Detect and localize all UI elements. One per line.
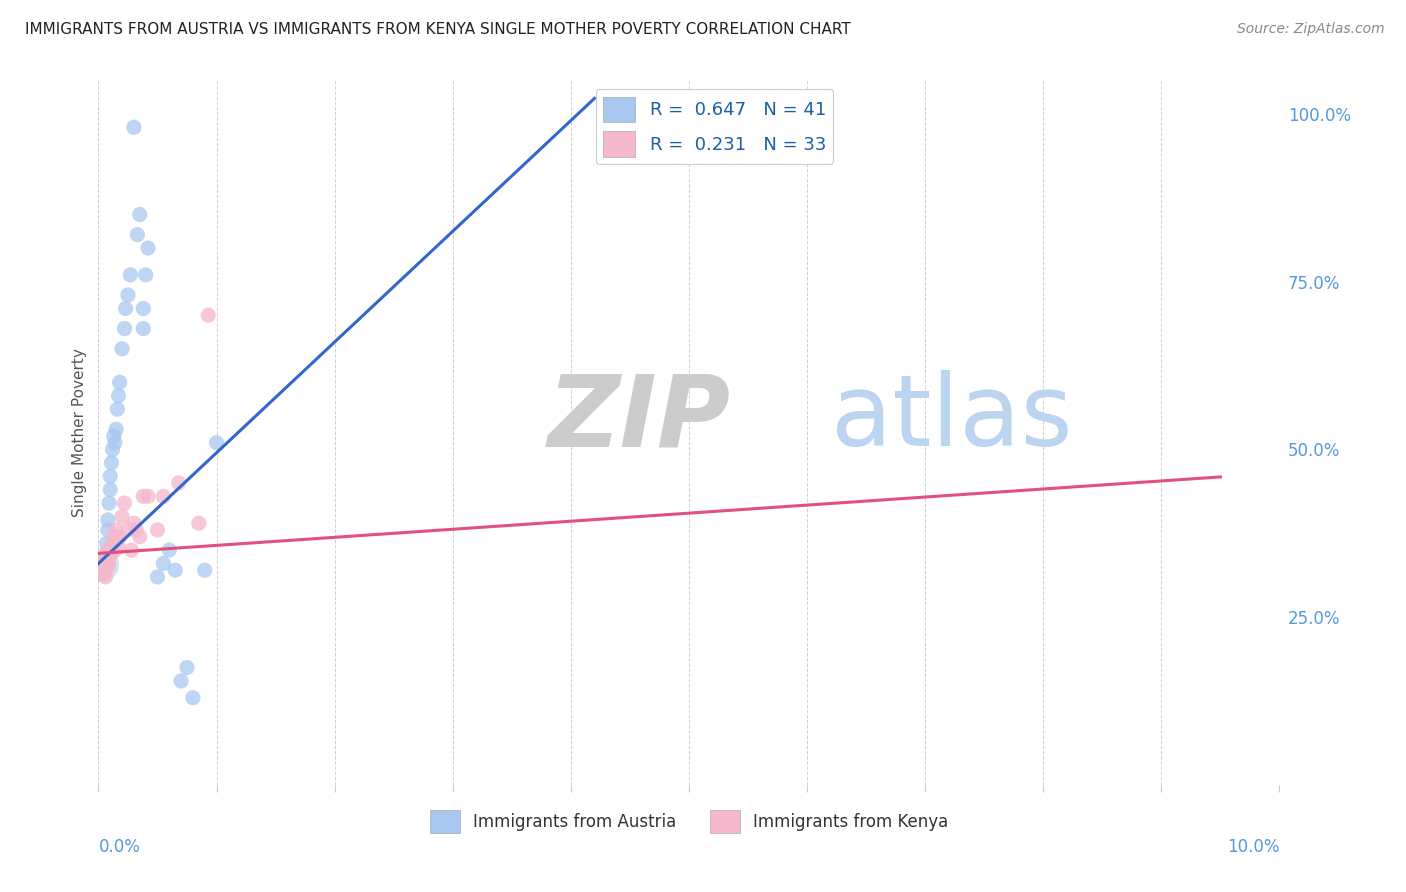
Point <box>105 402 128 417</box>
Point <box>96 553 118 567</box>
Point <box>121 543 143 558</box>
Point <box>100 456 122 470</box>
Point <box>146 523 169 537</box>
Point <box>97 523 120 537</box>
Point <box>197 308 219 322</box>
Point <box>132 301 155 316</box>
Point <box>98 496 121 510</box>
Point <box>117 288 139 302</box>
Point <box>117 523 139 537</box>
Point <box>94 570 117 584</box>
Point <box>105 523 128 537</box>
Point <box>98 543 121 558</box>
Point <box>96 536 118 550</box>
Point <box>90 566 112 581</box>
Point <box>103 530 125 544</box>
Point <box>91 549 114 564</box>
Point <box>167 475 190 490</box>
Point <box>97 513 120 527</box>
Legend: Immigrants from Austria, Immigrants from Kenya: Immigrants from Austria, Immigrants from… <box>423 803 955 840</box>
Point <box>105 422 128 436</box>
Point <box>94 557 117 571</box>
Point <box>135 268 157 282</box>
Text: 0.0%: 0.0% <box>98 838 141 855</box>
Point <box>152 557 174 571</box>
Point <box>100 546 122 560</box>
Point <box>128 530 150 544</box>
Point <box>104 435 127 450</box>
Point <box>101 536 124 550</box>
Y-axis label: Single Mother Poverty: Single Mother Poverty <box>72 348 87 517</box>
Point <box>187 516 209 531</box>
Point <box>107 540 129 554</box>
Point <box>112 496 135 510</box>
Point <box>122 120 145 135</box>
Point <box>98 483 121 497</box>
Point <box>104 543 127 558</box>
Point <box>93 557 115 571</box>
Text: atlas: atlas <box>831 370 1073 467</box>
Point <box>93 566 115 581</box>
Point <box>136 489 159 503</box>
Point <box>97 543 120 558</box>
Point <box>120 268 142 282</box>
Point <box>114 301 136 316</box>
Point <box>176 660 198 674</box>
Point <box>91 557 114 571</box>
Point <box>107 389 129 403</box>
Text: 10.0%: 10.0% <box>1227 838 1279 855</box>
Point <box>96 559 118 574</box>
Point <box>108 530 131 544</box>
Point <box>146 570 169 584</box>
Point <box>91 563 114 577</box>
Point <box>98 557 121 571</box>
Point <box>205 435 228 450</box>
Point <box>90 557 112 571</box>
Point <box>101 442 124 457</box>
Point <box>170 673 193 688</box>
Point <box>105 533 128 547</box>
Point <box>194 563 217 577</box>
Point <box>132 489 155 503</box>
Point <box>93 563 115 577</box>
Point <box>103 429 125 443</box>
Point <box>111 509 134 524</box>
Point <box>132 321 155 335</box>
Point <box>128 207 150 221</box>
Point <box>91 558 114 572</box>
Text: ZIP: ZIP <box>547 370 730 467</box>
Text: Source: ZipAtlas.com: Source: ZipAtlas.com <box>1237 22 1385 37</box>
Point <box>108 376 131 390</box>
Point <box>125 523 148 537</box>
Point <box>91 558 114 572</box>
Point <box>94 549 117 564</box>
Point <box>98 469 121 483</box>
Point <box>181 690 204 705</box>
Point <box>157 543 180 558</box>
Point <box>111 342 134 356</box>
Point <box>136 241 159 255</box>
Point <box>165 563 187 577</box>
Point <box>127 227 149 242</box>
Text: IMMIGRANTS FROM AUSTRIA VS IMMIGRANTS FROM KENYA SINGLE MOTHER POVERTY CORRELATI: IMMIGRANTS FROM AUSTRIA VS IMMIGRANTS FR… <box>25 22 851 37</box>
Point <box>91 559 114 574</box>
Point <box>122 516 145 531</box>
Point <box>112 321 135 335</box>
Point <box>152 489 174 503</box>
